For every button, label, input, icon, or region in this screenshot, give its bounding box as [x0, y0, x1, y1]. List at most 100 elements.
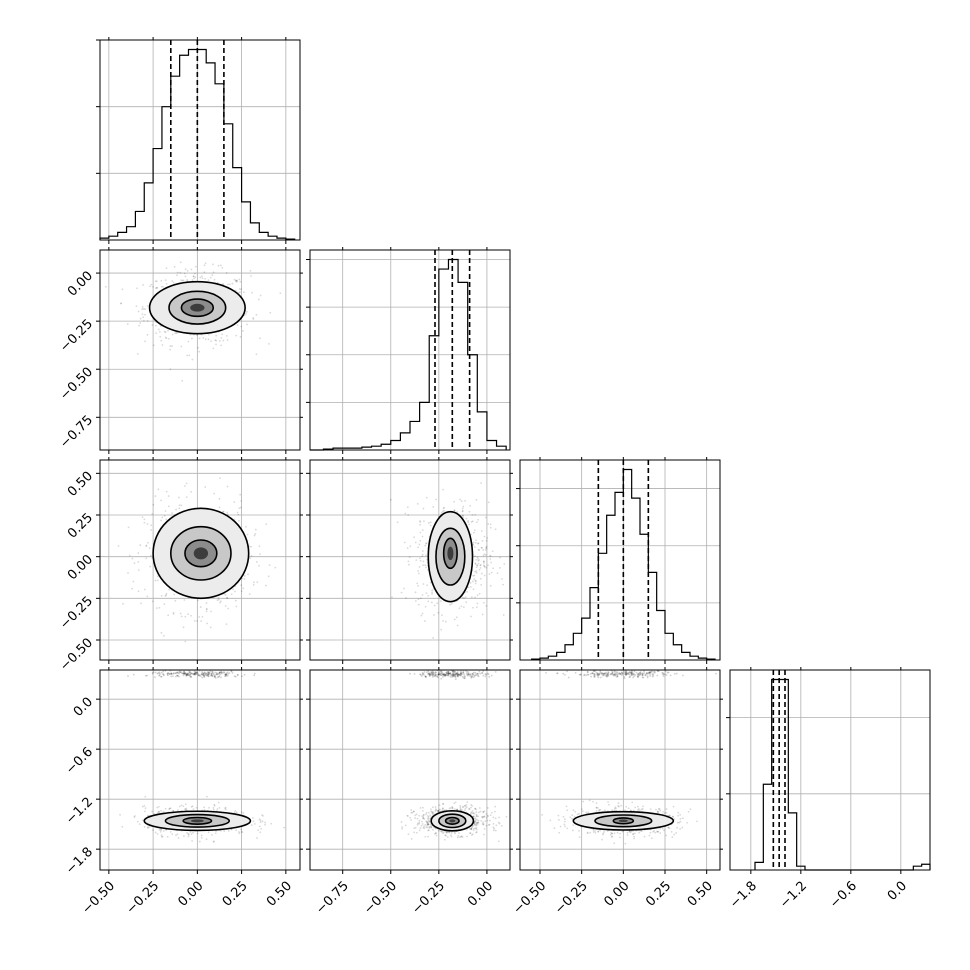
outlier-sample-point — [200, 673, 203, 676]
sample-point — [192, 831, 194, 834]
sample-point — [274, 566, 277, 569]
sample-point — [459, 808, 462, 811]
sample-point — [403, 587, 405, 590]
sample-point — [216, 808, 219, 810]
sample-point — [456, 511, 459, 513]
sample-point — [146, 305, 149, 307]
sample-point — [498, 822, 501, 825]
outlier-sample-point — [181, 672, 184, 675]
sample-point — [421, 810, 424, 812]
sample-point — [633, 837, 635, 840]
density-content — [119, 670, 286, 843]
sample-point — [164, 336, 167, 339]
outlier-sample-point — [459, 672, 462, 675]
sample-point — [192, 275, 195, 278]
outlier-sample-point — [432, 671, 435, 674]
outlier-sample-point — [193, 673, 196, 675]
outlier-sample-point — [606, 674, 608, 677]
outlier-sample-point — [444, 673, 446, 676]
sample-point — [434, 808, 437, 811]
sample-point — [442, 619, 444, 622]
panel-frame — [729, 669, 931, 871]
sample-point — [148, 826, 151, 829]
sample-point — [479, 566, 482, 569]
contour-level-1 — [442, 537, 458, 570]
outlier-sample-point — [186, 672, 189, 675]
sample-point — [209, 626, 212, 629]
sample-point — [432, 506, 435, 508]
sample-point — [487, 501, 490, 504]
sample-point — [163, 634, 165, 637]
outlier-sample-point — [449, 672, 452, 675]
outlier-sample-point — [127, 675, 129, 677]
outlier-sample-point — [490, 674, 493, 677]
sample-point — [233, 501, 236, 503]
sample-point — [419, 539, 422, 542]
outlier-sample-point — [146, 674, 148, 677]
outlier-sample-point — [436, 674, 438, 677]
outlier-sample-point — [462, 671, 465, 674]
sample-point — [184, 615, 187, 618]
sample-point — [462, 516, 464, 519]
sample-point — [696, 820, 698, 823]
sample-point — [152, 344, 155, 347]
sample-point — [416, 502, 419, 505]
sample-point — [413, 831, 416, 834]
sample-point — [442, 507, 445, 510]
outlier-sample-point — [437, 676, 439, 679]
sample-point — [456, 808, 459, 811]
sample-point — [461, 836, 464, 839]
sample-point — [425, 496, 428, 499]
sample-point — [472, 812, 475, 814]
sample-point — [396, 521, 399, 524]
outlier-sample-point — [449, 672, 452, 675]
sample-point — [474, 827, 477, 830]
sample-point — [606, 830, 609, 832]
sample-point — [410, 838, 413, 840]
sample-point — [444, 620, 447, 623]
sample-point — [203, 264, 206, 267]
sample-point — [471, 812, 474, 814]
outlier-sample-point — [432, 676, 434, 678]
sample-point — [480, 530, 483, 532]
sample-point — [423, 520, 425, 523]
outlier-sample-point — [170, 675, 173, 678]
density-content — [400, 670, 510, 843]
sample-point — [482, 560, 485, 563]
sample-point — [178, 504, 181, 507]
sample-point — [160, 834, 163, 837]
outlier-sample-point — [195, 672, 198, 674]
sample-point — [180, 804, 183, 807]
outlier-sample-point — [224, 675, 227, 678]
outlier-sample-point — [151, 672, 154, 675]
sample-point — [173, 593, 176, 596]
sample-point — [410, 809, 413, 811]
sample-point — [489, 558, 492, 560]
sample-point — [470, 806, 472, 809]
sample-point — [474, 555, 476, 558]
sample-point — [474, 541, 477, 544]
sample-point — [184, 808, 187, 811]
sample-point — [442, 807, 444, 810]
outlier-sample-point — [432, 673, 435, 676]
sample-point — [592, 800, 594, 803]
sample-point — [419, 521, 422, 523]
sample-point — [624, 809, 627, 812]
outlier-sample-point — [207, 672, 210, 674]
sample-point — [558, 818, 560, 821]
outlier-sample-point — [215, 673, 218, 676]
sample-point — [437, 810, 440, 813]
sample-point — [613, 832, 616, 835]
outlier-sample-point — [214, 675, 216, 678]
sample-point — [494, 528, 497, 531]
sample-point — [468, 510, 471, 513]
outlier-sample-point — [630, 672, 633, 675]
outlier-sample-point — [593, 672, 596, 675]
outlier-sample-point — [422, 673, 425, 676]
sample-point — [185, 482, 188, 485]
outlier-sample-point — [476, 672, 478, 675]
sample-point — [464, 500, 466, 502]
sample-point — [187, 833, 190, 836]
density-panel-3-0 — [96, 667, 303, 874]
outlier-sample-point — [472, 673, 475, 675]
